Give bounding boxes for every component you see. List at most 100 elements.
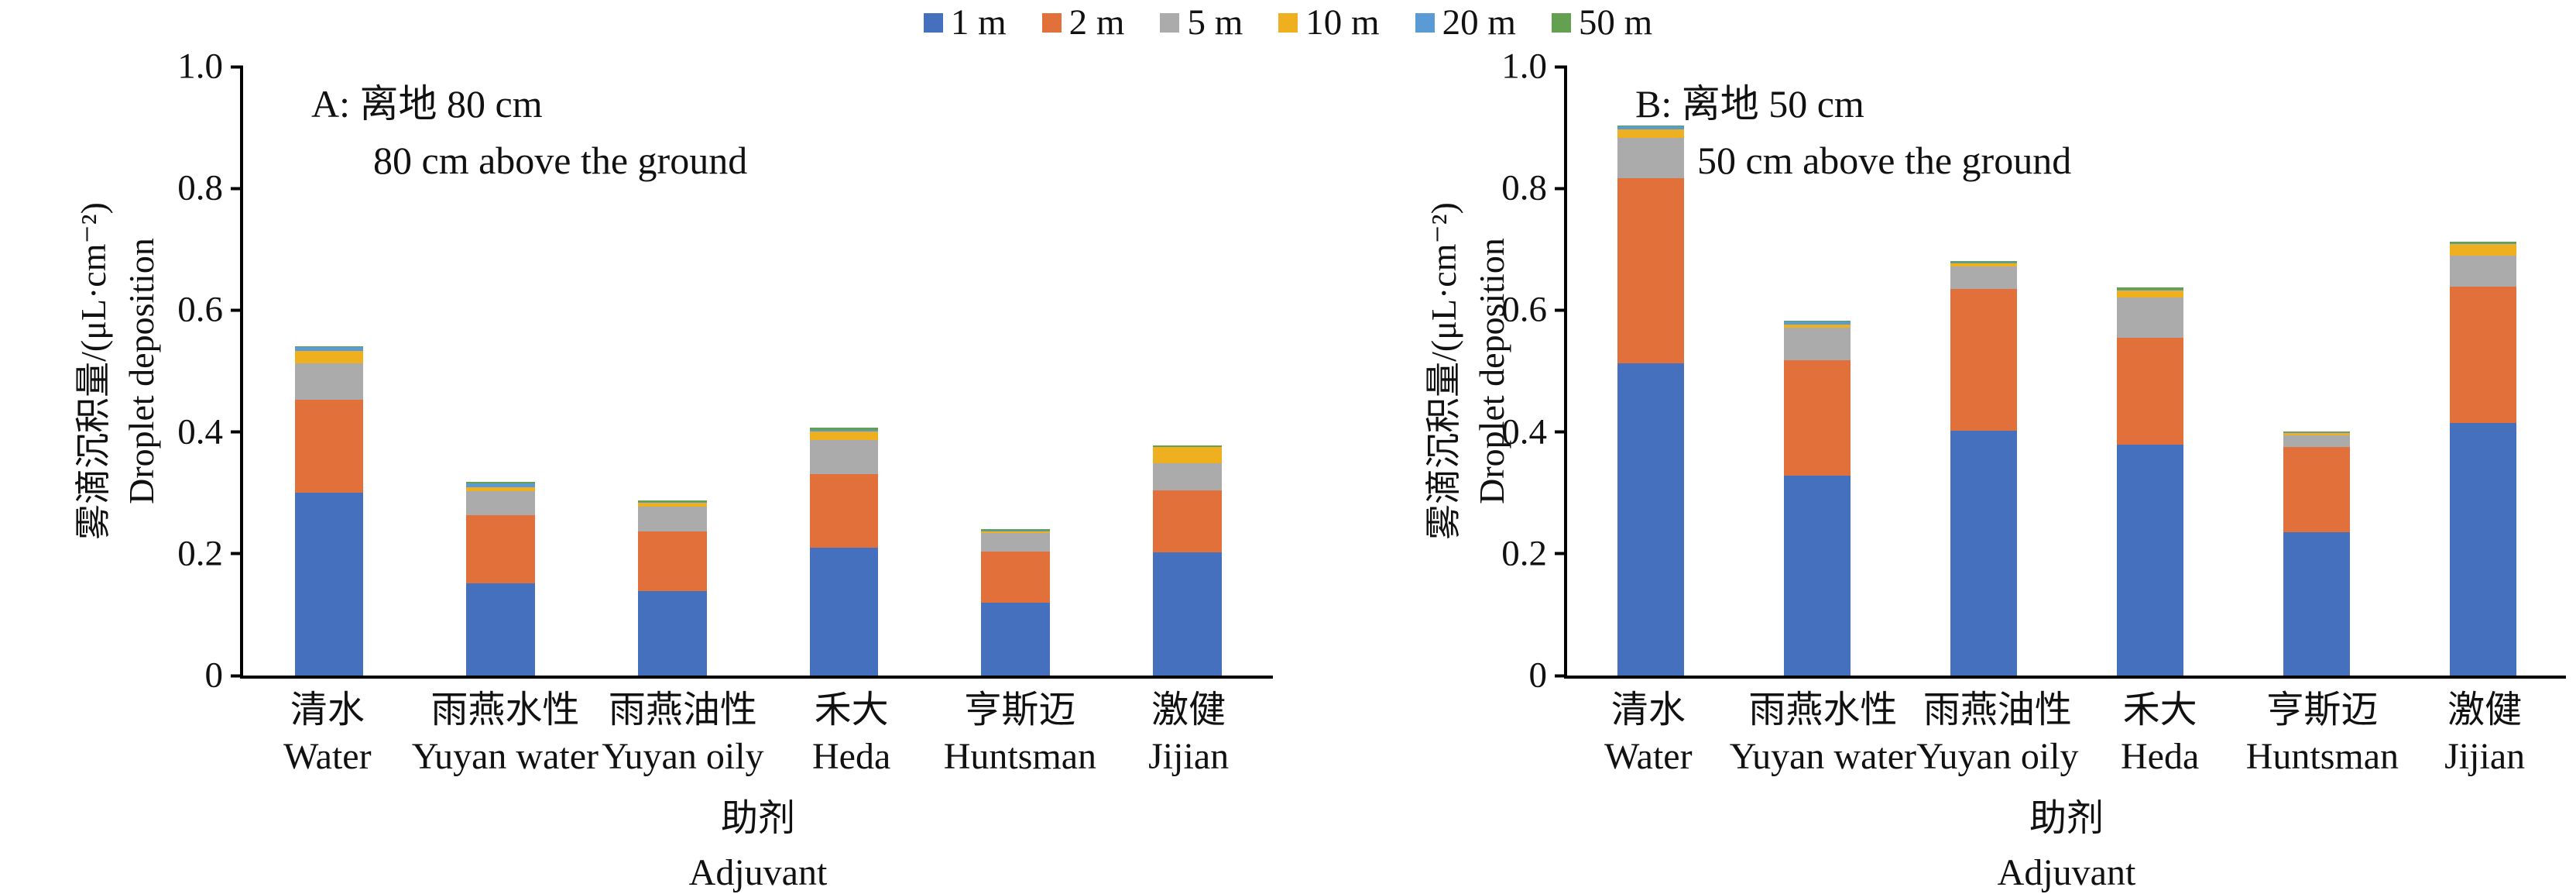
- x-category-en: Yuyan water: [1729, 735, 1916, 777]
- bar-segment-2m: [637, 531, 707, 591]
- bar-segment-20m: [2116, 290, 2183, 291]
- x-category-zh: 清水: [1610, 689, 1686, 731]
- y-axis-label-zh: 雾滴沉积量/(μL·cm⁻²): [1423, 202, 1463, 540]
- bar-segment-50m: [2116, 287, 2183, 291]
- plot-area-b: B: 离地 50 cm 50 cm above the ground 0 0.2 0…: [1501, 48, 2566, 893]
- y-tick-label: 1.0: [177, 46, 223, 87]
- x-category-zh: 雨燕水性: [1748, 689, 1898, 731]
- y-tick: 0.2: [1501, 535, 1567, 572]
- bar-segment-5m: [981, 533, 1050, 552]
- bar-segment-1m: [809, 547, 879, 676]
- bar-slot: [2067, 67, 2233, 676]
- x-category-zh: 清水: [290, 689, 365, 731]
- bar-segment-50m: [2283, 431, 2350, 433]
- bar-segment-2m: [2449, 286, 2516, 423]
- bar-segment-1m: [981, 602, 1050, 676]
- bar-segment-1m: [1152, 552, 1222, 676]
- x-category-en: Jijian: [1148, 735, 1230, 777]
- bar-segment-5m: [809, 439, 879, 474]
- x-category-en: Huntsman: [943, 735, 1097, 777]
- y-tick: 1.0: [177, 46, 243, 87]
- y-tick: 0.4: [177, 414, 243, 450]
- y-tick: 1.0: [1501, 48, 1567, 85]
- x-category-en: Jijian: [2444, 735, 2526, 777]
- bars-b: [1567, 67, 2566, 676]
- bar-segment-5m: [2449, 255, 2516, 287]
- x-category: 雨燕水性 Yuyan water: [412, 688, 599, 781]
- bar-segment-5m: [637, 507, 707, 531]
- legend-item: 2 m: [1041, 2, 1125, 43]
- x-category: 激健 Jijian: [1104, 688, 1273, 781]
- x-category-labels-b: 清水 Water 雨燕水性 Yuyan water 雨燕油性 Yuyan oily 禾大 He…: [1567, 688, 2566, 781]
- bar-segment-2m: [1950, 288, 2017, 432]
- y-tick-label: 0.2: [177, 533, 223, 574]
- bar-segment-1m: [2449, 422, 2516, 676]
- bar-segment-50m: [466, 482, 535, 484]
- stacked-bar-yuyan-oily: [637, 67, 707, 676]
- x-category-zh: 禾大: [814, 689, 889, 731]
- x-category: 亨斯迈 Huntsman: [2242, 688, 2404, 781]
- x-category-en: Yuyan oily: [602, 735, 764, 777]
- y-tick-label: 0: [204, 655, 224, 696]
- y-tick-mark: [231, 65, 243, 68]
- y-tick-mark: [1555, 308, 1567, 312]
- x-category-en: Heda: [811, 735, 891, 777]
- y-tick-mark: [1555, 430, 1567, 434]
- bar-segment-50m: [1950, 260, 2017, 263]
- bar-segment-20m: [809, 430, 879, 432]
- bar-segment-5m: [1950, 266, 2017, 289]
- x-category: 雨燕油性 Yuyan oily: [1916, 688, 2079, 781]
- legend-swatch-icon: [1551, 13, 1571, 33]
- bar-segment-20m: [1783, 321, 1851, 325]
- x-axis-title-a: 助剂 Adjuvant: [243, 792, 1273, 894]
- y-axis-label: 雾滴沉积量/(μL·cm⁻²) Droplet deposition: [70, 202, 166, 540]
- x-axis-title-zh: 助剂: [2029, 798, 2104, 839]
- legend-label: 2 m: [1068, 2, 1125, 43]
- bar-segment-20m: [466, 483, 535, 488]
- bar-segment-5m: [1152, 462, 1222, 491]
- x-category: 禾大 Heda: [2079, 688, 2242, 781]
- legend-item: 1 m: [923, 5, 1007, 41]
- bar-segment-10m: [2449, 243, 2516, 256]
- bar-slot: [243, 67, 415, 676]
- chart-legend: 1 m 2 m 5 m 10 m 20 m 50 m: [0, 5, 2576, 41]
- bar-slot: [586, 67, 758, 676]
- stacked-bar-water: [1617, 67, 1684, 676]
- bar-segment-10m: [294, 351, 364, 363]
- x-axis-title-b: 助剂 Adjuvant: [1567, 792, 2566, 894]
- y-tick-mark: [1555, 65, 1567, 68]
- bar-segment-50m: [1617, 125, 1684, 127]
- bar-segment-1m: [1950, 431, 2017, 676]
- y-tick-label: 0.2: [1501, 533, 1547, 574]
- y-tick-mark: [231, 308, 243, 312]
- y-tick-mark: [1555, 552, 1567, 555]
- bar-segment-50m: [637, 500, 707, 503]
- y-axis-label-en: Droplet deposition: [122, 238, 161, 504]
- bar-slot: [930, 67, 1102, 676]
- bar-segment-10m: [809, 431, 879, 440]
- y-tick-mark: [1555, 187, 1567, 191]
- x-axis-title-en: Adjuvant: [1997, 851, 2136, 893]
- stacked-bar-jijian: [1152, 67, 1222, 676]
- bar-segment-2m: [2283, 447, 2350, 533]
- legend-label: 50 m: [1578, 2, 1653, 43]
- x-category-en: Heda: [2120, 735, 2200, 777]
- bar-segment-5m: [1783, 328, 1851, 360]
- bar-segment-5m: [294, 363, 364, 400]
- legend-swatch-icon: [1160, 13, 1180, 33]
- y-tick-mark: [231, 552, 243, 555]
- stacked-bar-yuyan-water: [466, 67, 535, 676]
- bar-segment-2m: [466, 515, 535, 583]
- bar-segment-10m: [1617, 129, 1684, 138]
- bar-segment-20m: [637, 502, 707, 503]
- bar-segment-2m: [1783, 359, 1851, 476]
- bar-segment-2m: [2116, 337, 2183, 445]
- y-axis-label-en: Droplet deposition: [1472, 238, 1511, 504]
- x-axis-title-zh: 助剂: [720, 798, 795, 839]
- stacked-bar-heda: [2116, 67, 2183, 676]
- legend-item: 20 m: [1415, 5, 1516, 41]
- x-category-zh: 雨燕油性: [1923, 689, 2072, 731]
- bar-segment-1m: [1783, 476, 1851, 676]
- bar-segment-5m: [1617, 137, 1684, 178]
- stacked-bar-water: [294, 67, 364, 676]
